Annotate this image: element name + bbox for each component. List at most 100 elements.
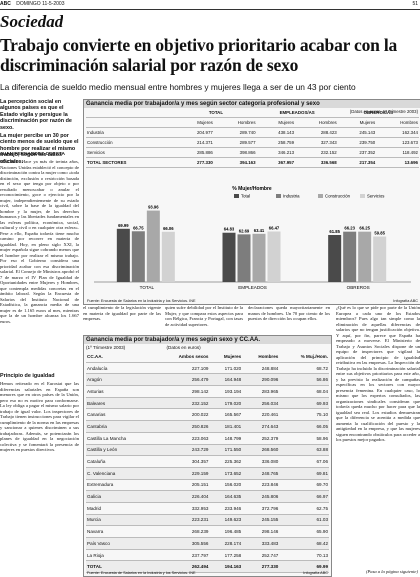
cell: 245.155 bbox=[242, 514, 280, 527]
cell: TOTAL SECTORES bbox=[86, 157, 176, 168]
cell: 250.826 bbox=[155, 420, 210, 433]
value-label: 59.85 bbox=[374, 231, 385, 236]
column-header: Hombres bbox=[376, 117, 419, 128]
column-header: Hombres bbox=[242, 351, 280, 363]
column-header: Mujeres bbox=[175, 117, 214, 128]
headline: Trabajo convierte en objetivo prioritari… bbox=[0, 35, 398, 75]
cell: 346.213 bbox=[256, 147, 296, 158]
cell: Baleares bbox=[86, 397, 156, 410]
body-text: el cumplimiento de la legislación vigent… bbox=[83, 305, 161, 321]
cell: La Rioja bbox=[86, 549, 156, 562]
table: CC.AA. Ambos sexos Mujeres Hombres% Muj./Ho… bbox=[86, 351, 329, 574]
bar bbox=[237, 234, 251, 282]
table-row: La Rioja 237.797 177.258 252.747 70.13 bbox=[86, 549, 329, 562]
cell: 245.806 bbox=[242, 490, 280, 503]
intro-item: La percepción social en algunos países e… bbox=[0, 99, 72, 131]
cell: 70.13 bbox=[279, 549, 329, 562]
cell: 290.096 bbox=[242, 373, 280, 387]
cell: Cantabria bbox=[86, 420, 156, 433]
body-text: MADRID. Hace ya más de treinta años, Nac… bbox=[0, 159, 79, 324]
table-row: País Vasco 305.556 228.174 333.483 68.42 bbox=[86, 537, 329, 550]
legend-swatch bbox=[276, 194, 281, 198]
cell: 327.343 bbox=[295, 137, 338, 148]
cell: 223.846 bbox=[242, 479, 280, 492]
table-row: Madrid 332.953 233.946 372.796 62.75 bbox=[86, 502, 329, 515]
cell: 243.729 bbox=[155, 444, 210, 457]
group-header: OBREROS/AS bbox=[337, 108, 419, 118]
table-row: Cataluña 304.357 225.362 336.080 67.06 bbox=[86, 455, 329, 468]
header-row: TOTAL EMPLEADOS/AS OBREROS/AS bbox=[86, 108, 419, 118]
graphic-subtitle: (1º Trimestre 2003) (Datos en euros) bbox=[84, 344, 331, 351]
cell: 149.623 bbox=[209, 514, 243, 527]
cell: 164.948 bbox=[209, 373, 243, 387]
table-row: Cantabria 250.826 181.401 274.643 66.05 bbox=[86, 420, 329, 433]
value-label: 66.06 bbox=[163, 226, 174, 231]
table-row: TOTAL 262.494 194.163 277.330 69.99 bbox=[86, 560, 329, 574]
table-row: Extremadura 205.151 156.020 223.846 69.70 bbox=[86, 479, 329, 492]
cell: 288.423 bbox=[295, 127, 338, 138]
cell: 75.10 bbox=[279, 408, 329, 422]
cell: 223.231 bbox=[155, 514, 210, 527]
cell: Castilla y León bbox=[86, 444, 156, 457]
legend-label: Industria bbox=[283, 194, 300, 199]
column-header: % Muj./Hom. bbox=[279, 351, 329, 363]
legend-label: Construcción bbox=[325, 194, 351, 199]
bar bbox=[267, 231, 281, 282]
legend-label: Total bbox=[241, 194, 250, 199]
cell: TOTAL bbox=[86, 560, 156, 574]
footnote: (Pasa a la página siguiente) bbox=[365, 569, 418, 574]
cell: Andalucía bbox=[86, 362, 156, 375]
cell: 252.747 bbox=[242, 549, 280, 562]
cell: 336.568 bbox=[295, 157, 338, 168]
source: Fuente: Encuesta de Salarios en la Indus… bbox=[87, 571, 196, 575]
bar-chart: % Mujer/Hombre Total Industria Construcción… bbox=[94, 186, 411, 290]
source: Fuente: Encuesta de Salarios en la Indus… bbox=[87, 299, 196, 303]
cell: 181.401 bbox=[209, 420, 243, 433]
column-header: Mujeres bbox=[209, 351, 243, 363]
credit: Infografía ABC bbox=[393, 299, 418, 303]
value-label: 66.23 bbox=[344, 226, 355, 231]
cell: 233.946 bbox=[209, 502, 243, 515]
cell: 123.673 bbox=[376, 137, 419, 148]
group-header: TOTAL bbox=[175, 108, 257, 118]
intro-item: La mujer percibe un 30 por ciento menos … bbox=[0, 133, 79, 165]
cell: 62.75 bbox=[279, 502, 329, 515]
cell: 285.886 bbox=[175, 147, 214, 158]
cell: 248.765 bbox=[242, 467, 280, 480]
cell: 156.020 bbox=[209, 479, 243, 492]
cell: 268.239 bbox=[155, 525, 210, 538]
cell: 227.109 bbox=[155, 362, 210, 375]
legend-label: Servicios bbox=[367, 194, 384, 199]
credit: Infografía ABC bbox=[303, 571, 328, 575]
cell: 61.03 bbox=[279, 514, 329, 527]
category-label: EMPLEADOS bbox=[238, 285, 267, 290]
graphic-title: Ganancia media por trabajador/a y mes se… bbox=[84, 336, 331, 344]
cell: 232.152 bbox=[155, 397, 210, 410]
subtitle: (1º Trimestre 2003) bbox=[86, 345, 126, 350]
subhead: La diferencia de sueldo medio mensual en… bbox=[0, 82, 356, 92]
bar bbox=[358, 231, 372, 282]
cell: Extremadura bbox=[86, 479, 156, 492]
graphic-note: (Datos en euros. 1º Trimestre 2003) bbox=[349, 109, 418, 114]
byline: JUAN FERNÁNDEZ-CUESTA bbox=[0, 152, 65, 157]
cell: 229.159 bbox=[155, 467, 210, 480]
cell: 228.174 bbox=[209, 537, 243, 550]
cell: 248.884 bbox=[242, 362, 280, 375]
cell: 258.759 bbox=[256, 137, 296, 148]
table-row: C. Valenciana 229.159 173.652 248.765 69.81 bbox=[86, 467, 329, 480]
cell: 66.97 bbox=[279, 490, 329, 503]
group-header: EMPLEADOS/AS bbox=[256, 108, 338, 118]
graphic: Ganancia media por trabajador/a y mes se… bbox=[83, 335, 332, 577]
cell: 173.652 bbox=[209, 467, 243, 480]
chart-title: % Mujer/Hombre bbox=[232, 186, 272, 192]
cell: 262.494 bbox=[155, 560, 210, 574]
cell: 237.352 bbox=[337, 147, 377, 158]
cell: Industria bbox=[86, 127, 176, 138]
table-row: Construcción 214.371 289.577 258.759 327.343… bbox=[86, 137, 419, 148]
cell: 438.143 bbox=[256, 127, 296, 138]
cell: 118.492 bbox=[376, 147, 419, 158]
table-row: Castilla La Mancha 223.063 148.799 252.379 5… bbox=[86, 432, 329, 445]
cell: 367.957 bbox=[256, 157, 296, 168]
bar bbox=[161, 231, 175, 282]
table-row: Industria 204.977 289.740 438.143 288.423 245… bbox=[86, 127, 419, 138]
